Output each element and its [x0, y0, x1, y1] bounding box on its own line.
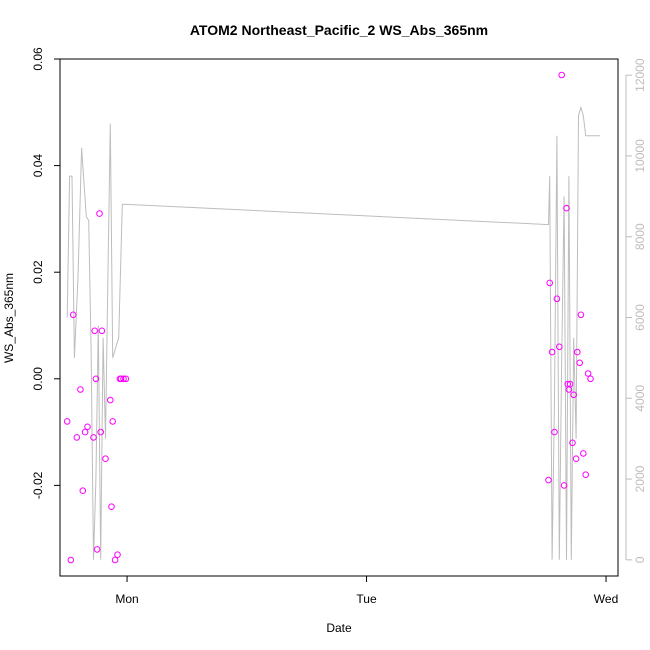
x-tick-label: Wed [594, 592, 618, 606]
data-point [69, 311, 77, 319]
plot-frame [59, 58, 619, 577]
data-point [122, 375, 130, 383]
y-tick-label: -0.02 [31, 471, 45, 499]
y2-tick-label: 8000 [633, 223, 647, 250]
data-point [117, 375, 125, 383]
data-point [587, 375, 594, 383]
y2-tick-label: 10000 [633, 139, 647, 173]
y2-tick-label: 2000 [633, 465, 647, 492]
data-point [565, 386, 573, 393]
data-point [107, 396, 114, 404]
data-point [67, 556, 75, 564]
data-point [98, 327, 106, 335]
data-point [580, 450, 587, 457]
data-point [114, 551, 121, 559]
data-point [560, 482, 568, 489]
data-point [576, 359, 584, 367]
x-tick-label: Mon [115, 592, 138, 606]
data-point [577, 311, 585, 319]
y-tick-label: 0.04 [31, 154, 45, 178]
data-point [551, 428, 558, 436]
y-axis-label: WS_Abs_365nm [2, 273, 16, 363]
data-point [558, 71, 566, 79]
chart-title: ATOM2 Northeast_Pacific_2 WS_Abs_365nm [190, 22, 488, 38]
data-point [109, 418, 116, 425]
data-point [553, 295, 561, 303]
y2-tick-label: 4000 [633, 385, 647, 412]
y-tick-label: 0.02 [31, 260, 45, 284]
x-axis-label: Date [326, 621, 352, 635]
data-point [569, 439, 576, 447]
data-point [93, 546, 101, 553]
series-line [66, 105, 600, 560]
y-tick-label: 0.06 [31, 47, 45, 71]
data-point [63, 418, 71, 425]
data-point [84, 423, 91, 431]
plot-layer: -0.02 0.00 0.02 0.04 0.06 0 2000 4000 6000 8000 10… [31, 47, 647, 606]
data-point [548, 348, 556, 356]
data-point [81, 428, 89, 436]
data-point [102, 455, 109, 463]
data-point [584, 370, 592, 377]
data-point [97, 428, 104, 436]
data-point [120, 375, 127, 383]
data-point [574, 348, 581, 356]
data-point [108, 503, 115, 511]
data-point [545, 476, 552, 484]
data-point [92, 375, 100, 383]
data-point [96, 210, 103, 217]
data-point [73, 434, 81, 441]
data-point [566, 380, 574, 388]
data-point [111, 556, 119, 564]
x-tick-label: Tue [356, 592, 377, 606]
y-tick-label: 0.00 [31, 367, 45, 391]
y2-tick-label: 0 [633, 556, 647, 563]
data-point [572, 455, 580, 463]
data-point [546, 279, 554, 287]
data-point [77, 386, 84, 393]
y2-tick-label: 12000 [633, 58, 647, 92]
data-point [91, 327, 98, 335]
data-point [563, 204, 570, 212]
y2-tick-label: 6000 [633, 304, 647, 331]
data-point [79, 487, 87, 495]
data-point [556, 343, 563, 351]
data-point [570, 391, 578, 399]
data-point [90, 434, 97, 441]
data-point [582, 471, 590, 479]
